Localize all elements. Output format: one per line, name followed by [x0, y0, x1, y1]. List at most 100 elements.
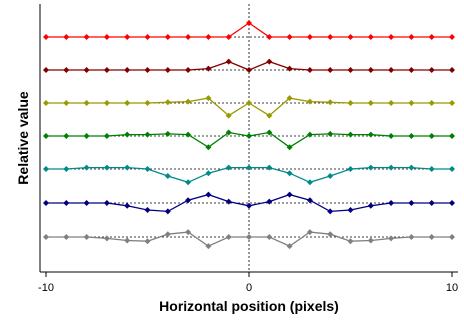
- data-point: [164, 231, 171, 238]
- data-point: [449, 166, 455, 172]
- data-point: [185, 67, 192, 73]
- data-point: [428, 100, 435, 106]
- data-point: [225, 234, 232, 240]
- data-point: [185, 34, 192, 40]
- data-point: [266, 112, 273, 119]
- data-point: [327, 208, 334, 215]
- data-point: [408, 200, 415, 206]
- data-point: [306, 67, 313, 73]
- data-point: [144, 67, 151, 73]
- series-4: [43, 129, 455, 151]
- data-point: [266, 129, 273, 136]
- data-point: [225, 34, 232, 40]
- data-point: [164, 208, 171, 215]
- data-point: [327, 173, 334, 179]
- data-point: [327, 34, 334, 40]
- data-point: [246, 164, 252, 171]
- data-point: [83, 100, 90, 106]
- series-1: [43, 20, 455, 40]
- data-point: [103, 164, 110, 171]
- data-point: [408, 234, 415, 240]
- data-point: [347, 238, 354, 245]
- data-point: [367, 237, 374, 244]
- data-point: [83, 133, 90, 139]
- x-tick-label: 0: [246, 282, 252, 294]
- data-point: [185, 179, 192, 186]
- data-point: [63, 166, 70, 172]
- data-point: [408, 164, 415, 171]
- data-point: [43, 200, 49, 206]
- data-point: [449, 67, 455, 73]
- data-point: [306, 197, 313, 204]
- data-point: [286, 144, 293, 151]
- data-point: [124, 202, 131, 209]
- data-point: [225, 198, 232, 205]
- data-point: [205, 170, 212, 177]
- data-point: [225, 112, 232, 119]
- data-point: [63, 133, 70, 139]
- data-point: [286, 95, 293, 102]
- data-point: [388, 200, 395, 206]
- data-point: [63, 234, 70, 240]
- y-axis-label: Relative value: [15, 91, 31, 185]
- data-point: [83, 234, 90, 240]
- data-point: [83, 34, 90, 40]
- data-point: [286, 170, 293, 177]
- data-point: [388, 100, 395, 106]
- data-point: [286, 243, 293, 250]
- data-point: [144, 166, 151, 172]
- data-point: [225, 58, 232, 65]
- data-point: [449, 200, 455, 206]
- series-group: [43, 20, 455, 250]
- data-point: [428, 133, 435, 139]
- data-point: [286, 65, 293, 72]
- data-point: [388, 164, 395, 171]
- data-point: [408, 34, 415, 40]
- data-point: [306, 229, 313, 236]
- data-point: [83, 164, 90, 171]
- data-point: [205, 34, 212, 40]
- data-point: [43, 100, 49, 106]
- data-point: [103, 100, 110, 106]
- data-point: [63, 34, 70, 40]
- data-point: [225, 164, 232, 171]
- data-point: [246, 67, 252, 73]
- data-point: [347, 207, 354, 213]
- x-tick-label: -10: [38, 282, 54, 294]
- data-point: [367, 164, 374, 171]
- series-7: [43, 229, 455, 250]
- data-point: [367, 34, 374, 40]
- data-point: [449, 133, 455, 139]
- data-point: [428, 234, 435, 240]
- data-point: [367, 202, 374, 209]
- data-point: [103, 133, 110, 139]
- data-point: [408, 67, 415, 73]
- data-point: [185, 98, 192, 105]
- data-point: [286, 191, 293, 198]
- data-point: [388, 235, 395, 242]
- data-point: [124, 34, 131, 40]
- data-point: [327, 99, 334, 106]
- data-point: [124, 237, 131, 244]
- data-point: [367, 100, 374, 106]
- series-2: [43, 58, 455, 73]
- data-point: [185, 197, 192, 204]
- data-point: [43, 133, 49, 139]
- data-point: [449, 234, 455, 240]
- data-point: [205, 95, 212, 102]
- x-axis-label: Horizontal position (pixels): [159, 298, 339, 314]
- data-point: [306, 131, 313, 138]
- data-point: [246, 100, 252, 106]
- data-point: [428, 166, 435, 172]
- data-point: [205, 191, 212, 198]
- series-5: [43, 164, 455, 186]
- data-point: [449, 34, 455, 40]
- data-point: [144, 238, 151, 245]
- data-point: [63, 67, 70, 73]
- data-point: [103, 67, 110, 73]
- data-point: [266, 198, 273, 205]
- data-point: [164, 173, 171, 179]
- data-point: [164, 34, 171, 40]
- data-point: [327, 231, 334, 238]
